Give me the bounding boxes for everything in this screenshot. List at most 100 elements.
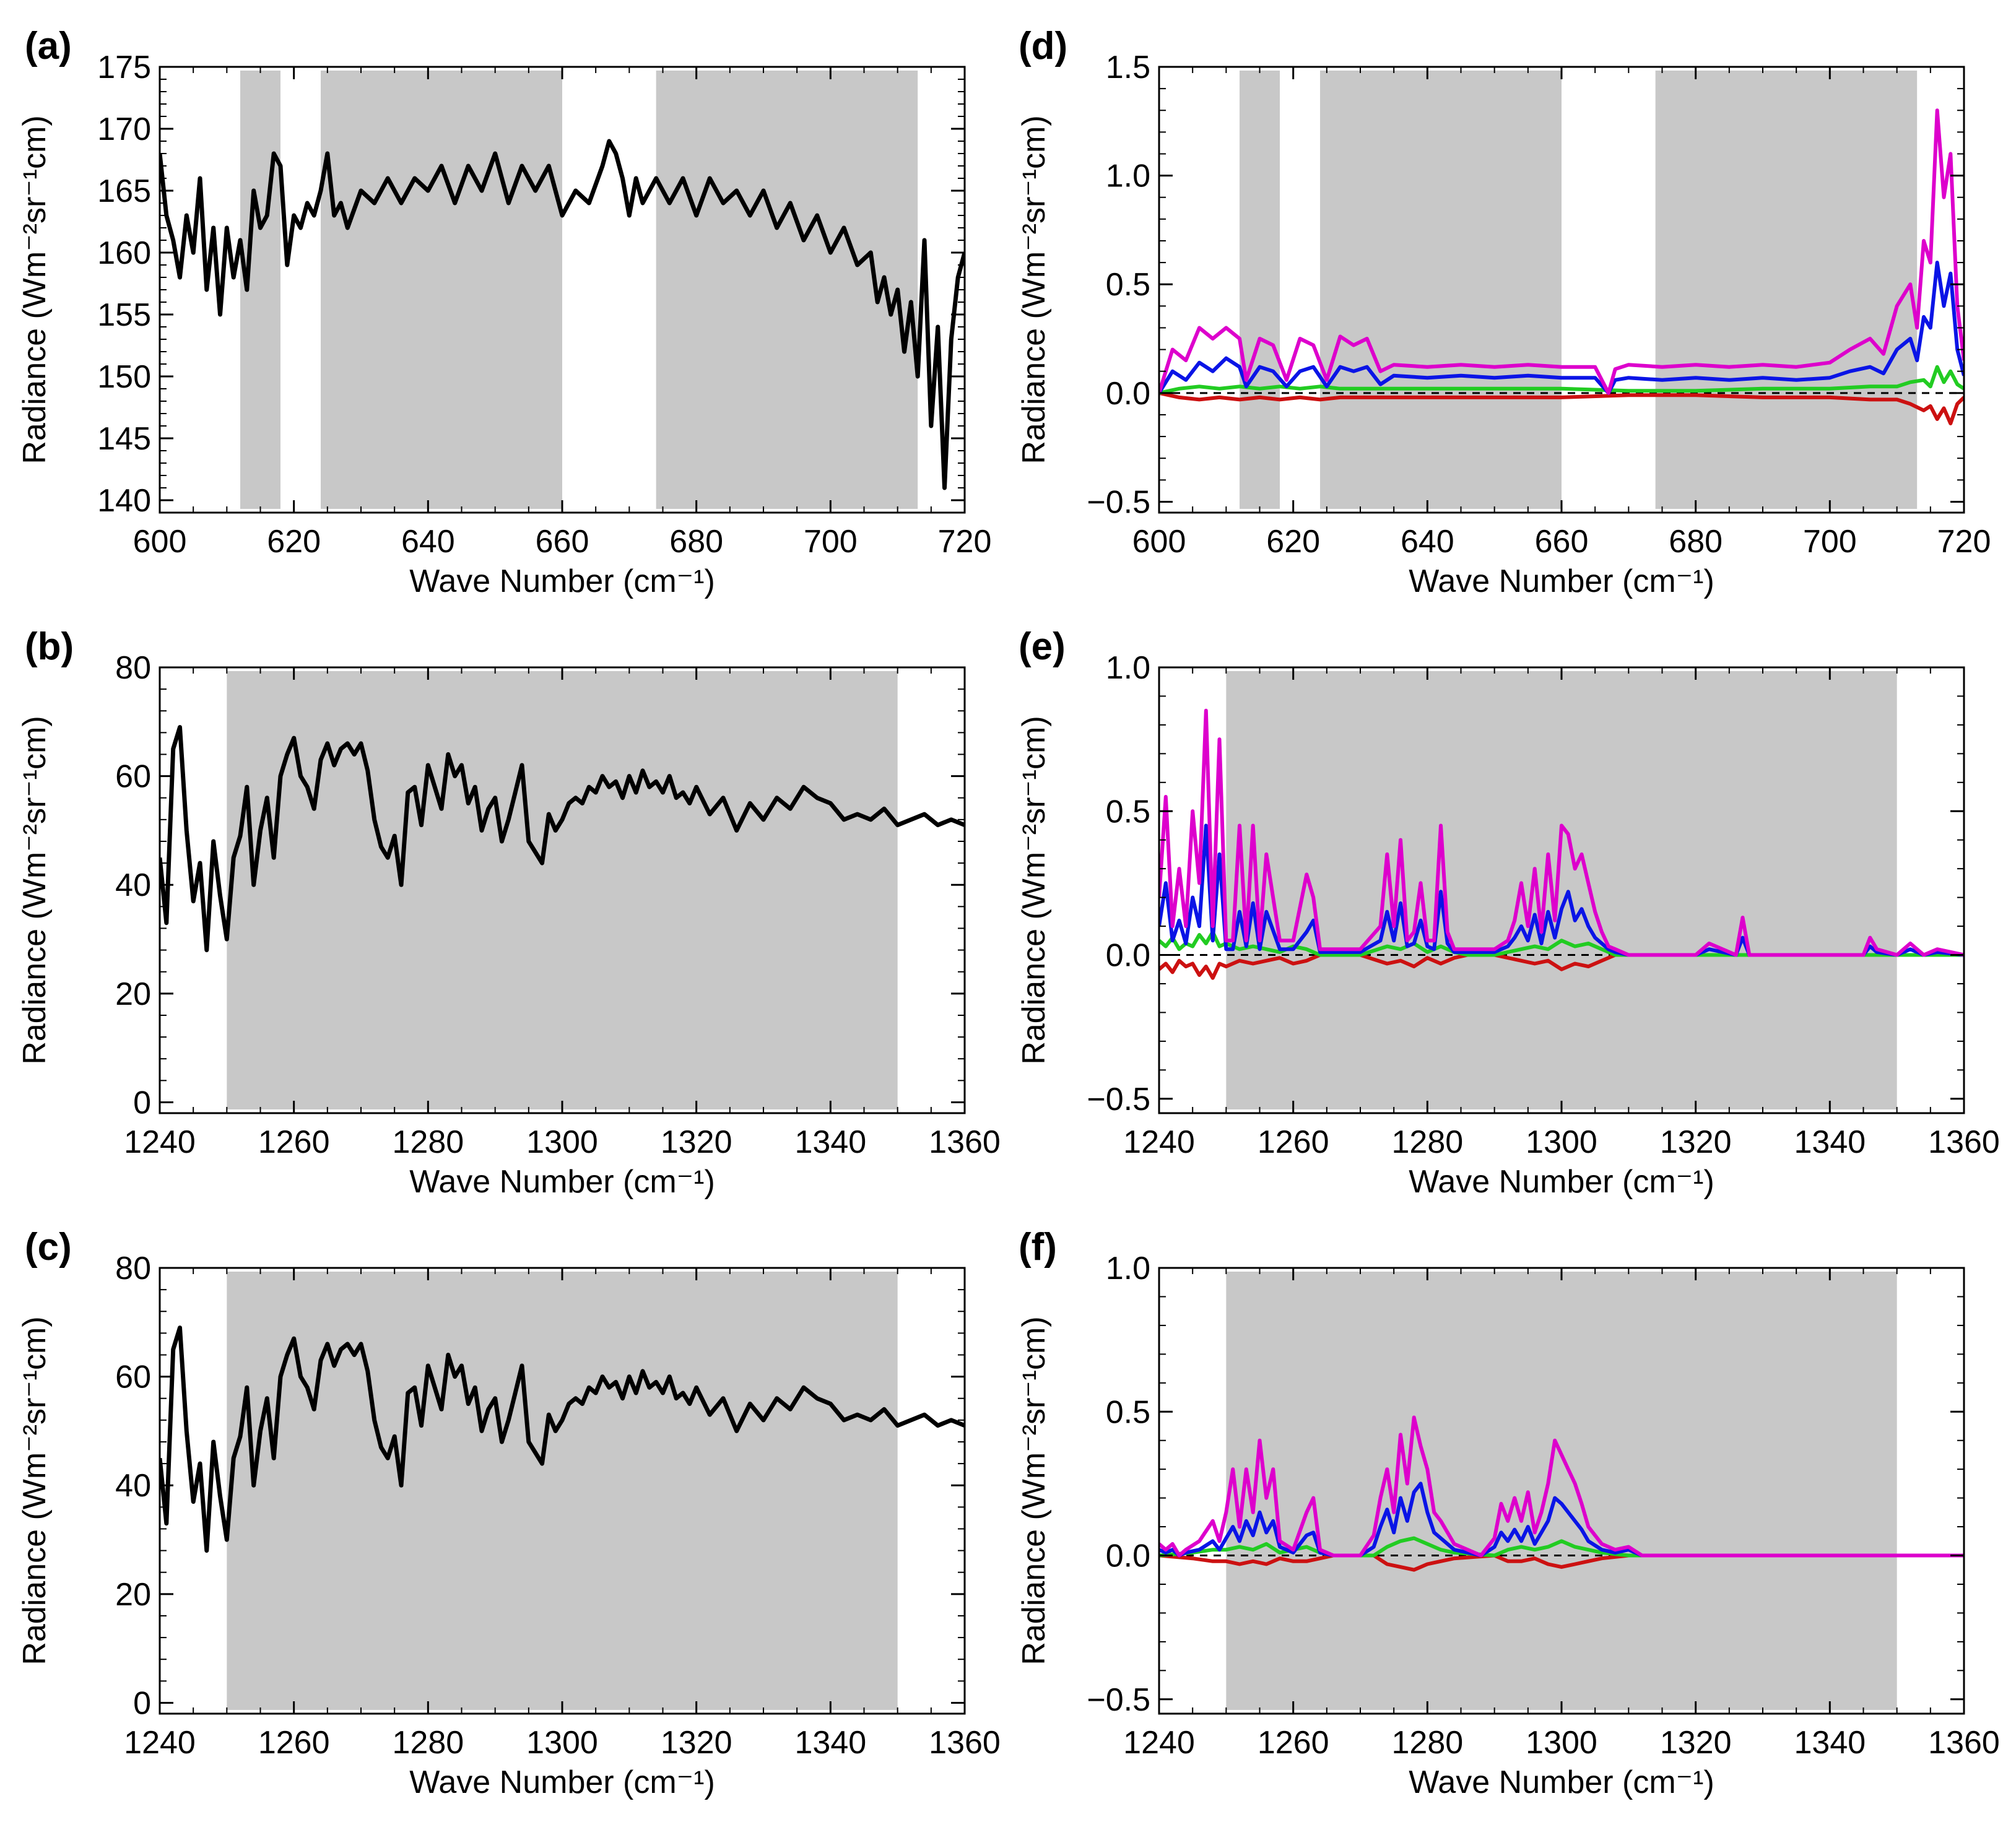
panel-b-ytick-label-0: 0 (133, 1085, 151, 1121)
panel-b-xtick-label-6: 1360 (929, 1124, 1001, 1160)
panel-c-ytick-label-3: 60 (115, 1360, 151, 1395)
panel-d-shaded-region-2 (1655, 71, 1918, 509)
panel-d-y-axis-title: Radiance (Wm⁻²sr⁻¹cm) (1016, 115, 1052, 464)
panel-d-xtick-label-3: 660 (1535, 524, 1589, 560)
panel-e: (e) 1240 1260 1280 1300 1320 1340 1360 −0.5 0.0 0… (1016, 625, 2000, 1200)
panel-f-ytick-label-2: 0.5 (1106, 1394, 1150, 1430)
panel-a-x-axis-title: Wave Number (cm⁻¹) (409, 563, 715, 599)
panel-e-series-green (1159, 930, 1964, 957)
panel-b-ytick-label-3: 60 (115, 759, 151, 795)
panel-a-shaded-region-2 (656, 71, 918, 509)
panel-d-series-blue (1159, 261, 1964, 395)
panel-e-xtick-label-5: 1340 (1794, 1124, 1866, 1160)
panel-e-y-axis-title: Radiance (Wm⁻²sr⁻¹cm) (1016, 716, 1052, 1064)
panel-d-x-axis-title: Wave Number (cm⁻¹) (1409, 563, 1714, 599)
panel-f-xtick-label-6: 1360 (1928, 1725, 2000, 1761)
panel-a: (a) 600 620 640 660 680 700 720 140 145 150 155 160… (17, 25, 991, 599)
panel-f-series-green (1159, 1536, 1964, 1558)
panel-c: (c) 1240 1260 1280 1300 1320 1340 1360 0 20 40 60 8… (17, 1226, 1001, 1800)
panel-b-x-axis-title: Wave Number (cm⁻¹) (409, 1164, 715, 1200)
panel-a-ytick-label-3: 155 (97, 297, 151, 333)
panel-d-series-green (1159, 365, 1964, 395)
panel-a-xtick-label-4: 680 (669, 524, 723, 560)
panel-f-xtick-label-5: 1340 (1794, 1725, 1866, 1761)
panel-a-y-axis-title: Radiance (Wm⁻²sr⁻¹cm) (17, 115, 53, 464)
panel-a-ytick-label-2: 150 (97, 359, 151, 395)
panel-f-series-magenta (1159, 1415, 1964, 1558)
panel-c-xtick-label-0: 1240 (124, 1725, 196, 1761)
panel-a-ytick-label-5: 165 (97, 173, 151, 209)
panel-f-series-blue (1159, 1481, 1964, 1558)
panel-d-xtick-label-2: 640 (1401, 524, 1454, 560)
panel-e-xtick-label-6: 1360 (1928, 1124, 2000, 1160)
panel-a-letter: (a) (25, 25, 72, 67)
panel-f: (f) 1240 1260 1280 1300 1320 1340 1360 −0.5 0.0 0… (1016, 1226, 2000, 1800)
panel-d-ytick-label-3: 1.0 (1106, 158, 1150, 194)
panel-d-ytick-label-2: 0.5 (1106, 267, 1150, 303)
panel-d: (d) 600 620 640 660 680 700 720 −0.5 0.0 0.5 1.0 1.… (1016, 25, 1991, 599)
panel-e-ytick-label-2: 0.5 (1106, 794, 1150, 830)
panel-a-ytick-label-6: 170 (97, 111, 151, 147)
panel-e-ytick-label-1: 0.0 (1106, 938, 1150, 974)
panel-f-xtick-label-3: 1300 (1526, 1725, 1597, 1761)
panel-d-xtick-label-4: 680 (1669, 524, 1723, 560)
panel-e-ytick-label-0: −0.5 (1087, 1082, 1150, 1117)
panel-f-shaded-region-0 (1226, 1272, 1897, 1710)
panel-b-y-axis-title: Radiance (Wm⁻²sr⁻¹cm) (17, 716, 53, 1064)
panel-c-x-axis-title: Wave Number (cm⁻¹) (409, 1764, 715, 1800)
panel-c-series-spectrum (160, 1325, 965, 1553)
panel-b-letter: (b) (25, 625, 74, 668)
panel-a-ytick-label-0: 140 (97, 483, 151, 519)
panel-a-shaded-region-1 (321, 71, 562, 509)
panel-e-series-magenta (1159, 708, 1964, 957)
panel-a-xtick-label-5: 700 (804, 524, 858, 560)
panel-c-xtick-label-2: 1280 (392, 1725, 464, 1761)
panel-d-xtick-label-0: 600 (1132, 524, 1186, 560)
panel-b-shaded-region-0 (227, 671, 898, 1109)
panel-f-ytick-label-1: 0.0 (1106, 1538, 1150, 1574)
panel-c-shaded-region-0 (227, 1272, 898, 1710)
panel-b-xtick-label-0: 1240 (124, 1124, 196, 1160)
panel-e-xtick-label-4: 1320 (1660, 1124, 1732, 1160)
panel-e-xtick-label-1: 1260 (1258, 1124, 1329, 1160)
panel-c-ytick-label-0: 0 (133, 1685, 151, 1721)
panel-f-ytick-label-3: 1.0 (1106, 1251, 1150, 1286)
panel-b-ytick-label-1: 20 (115, 976, 151, 1012)
panel-d-series-red (1159, 391, 1964, 425)
panel-d-xtick-label-5: 700 (1803, 524, 1857, 560)
panel-a-xtick-label-3: 660 (536, 524, 589, 560)
panel-c-ytick-label-2: 40 (115, 1468, 151, 1504)
panel-c-letter: (c) (25, 1226, 72, 1269)
panel-f-series-red (1159, 1553, 1964, 1572)
panel-e-xtick-label-0: 1240 (1123, 1124, 1195, 1160)
panel-e-series-red (1159, 953, 1964, 980)
panel-d-shaded-region-0 (1240, 71, 1280, 509)
panel-c-xtick-label-6: 1360 (929, 1725, 1001, 1761)
panel-c-ytick-label-1: 20 (115, 1577, 151, 1613)
panel-d-xtick-label-6: 720 (1937, 524, 1991, 560)
panel-f-letter: (f) (1019, 1226, 1057, 1269)
panel-f-x-axis-title: Wave Number (cm⁻¹) (1409, 1764, 1714, 1800)
panel-e-shaded-region-0 (1226, 671, 1897, 1109)
panel-d-xtick-label-1: 620 (1266, 524, 1320, 560)
panel-f-xtick-label-1: 1260 (1258, 1725, 1329, 1761)
panel-b-xtick-label-5: 1340 (794, 1124, 866, 1160)
panel-a-ytick-label-4: 160 (97, 235, 151, 271)
panel-a-ytick-label-7: 175 (97, 50, 151, 85)
panel-a-series-spectrum (160, 139, 965, 490)
panel-f-y-axis-title: Radiance (Wm⁻²sr⁻¹cm) (1016, 1316, 1052, 1665)
panel-e-x-axis-title: Wave Number (cm⁻¹) (1409, 1164, 1714, 1200)
panel-d-shaded-region-1 (1320, 71, 1562, 509)
panel-b-xtick-label-2: 1280 (392, 1124, 464, 1160)
panel-a-xtick-label-6: 720 (938, 524, 992, 560)
panel-d-ytick-label-1: 0.0 (1106, 376, 1150, 412)
panel-d-series-magenta (1159, 108, 1964, 395)
panel-b-ytick-label-2: 40 (115, 867, 151, 903)
panel-f-ytick-label-0: −0.5 (1087, 1682, 1150, 1718)
panel-c-y-axis-title: Radiance (Wm⁻²sr⁻¹cm) (17, 1316, 53, 1665)
panel-b: (b) 1240 1260 1280 1300 1320 1340 1360 0 20 40 60 8… (17, 625, 1001, 1200)
panel-c-ytick-label-4: 80 (115, 1251, 151, 1286)
panel-a-xtick-label-0: 600 (133, 524, 187, 560)
panel-d-letter: (d) (1019, 25, 1067, 67)
